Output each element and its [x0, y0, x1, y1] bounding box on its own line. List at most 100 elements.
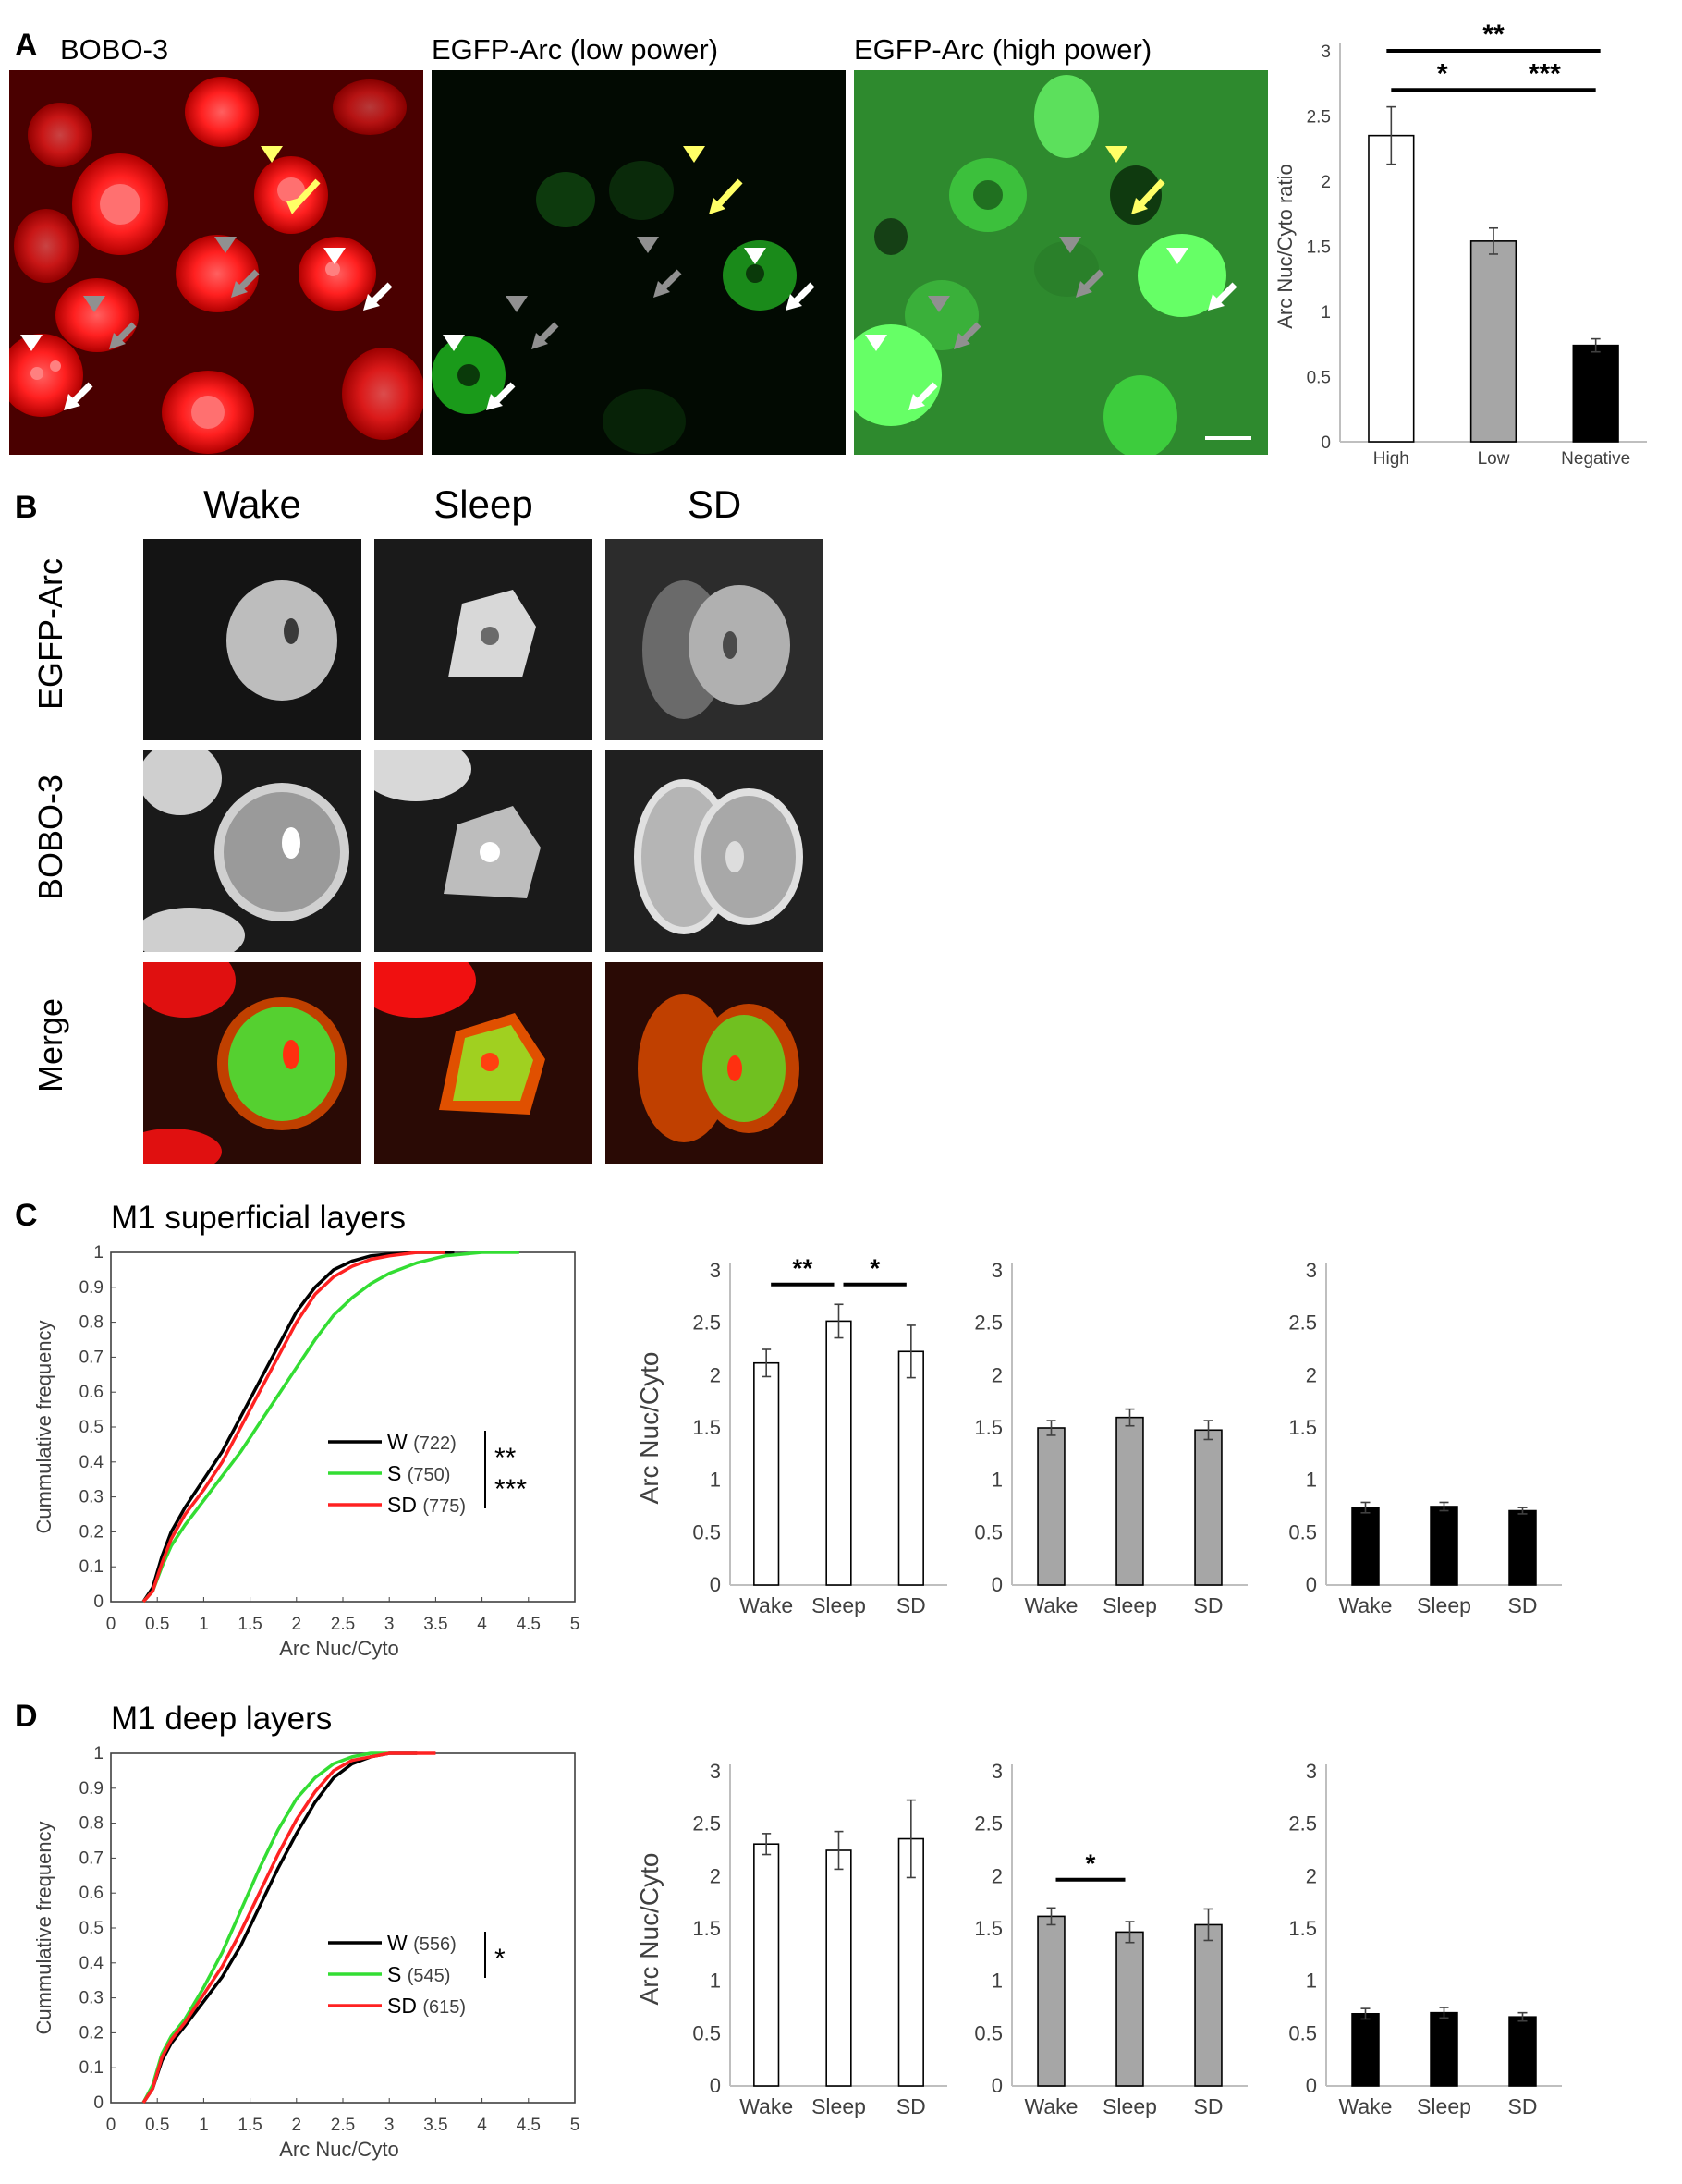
y-tick-label: 0.7	[79, 1348, 104, 1367]
x-tick-label: Wake	[1025, 1593, 1079, 1617]
x-tick-label: Wake	[1339, 1593, 1393, 1617]
y-tick-label: 0.1	[79, 2058, 104, 2078]
y-tick-label: 2.5	[1288, 1312, 1317, 1335]
y-tick-label: 0	[1306, 2074, 1317, 2097]
panel-title-c: M1 superficial layers	[111, 1200, 406, 1236]
bar-high	[1368, 134, 1415, 443]
y-tick-label: 0.5	[692, 2021, 721, 2044]
x-tick-label: Sleep	[1417, 1593, 1471, 1617]
significance-label: *	[870, 1254, 880, 1283]
y-tick-label: 2	[710, 1363, 721, 1386]
x-tick-label: SD	[1508, 1593, 1538, 1617]
y-tick-label: 0.9	[79, 1278, 104, 1298]
bar-sd	[1508, 1509, 1537, 1586]
y-tick-label: 0.2	[79, 2023, 104, 2043]
chart-d-bar-low: 0 0.5 1 1.5 2 2.5 3 Wake Sleep SD *	[952, 1735, 1271, 2160]
bar-sleep	[825, 1320, 852, 1586]
y-tick-label: 1.5	[974, 1917, 1003, 1940]
micrograph-sleep-merge	[374, 962, 592, 1164]
y-tick-label: 1.5	[974, 1416, 1003, 1439]
significance-label: *	[1437, 58, 1448, 89]
chart-c-cdf: 0 0.5 1 1.5 2 2.5 3 3.5 4 4.5 5 0 0.1 0.2 0.3 0.4 0.5 0.6…	[0, 1234, 591, 1678]
micrograph-wake-bobo3	[143, 750, 361, 952]
y-tick-label: 0	[93, 1592, 104, 1612]
series-line-w	[141, 1251, 455, 1603]
row-head-merge: Merge	[31, 997, 69, 1093]
y-tick-label: 0.6	[79, 1383, 104, 1402]
chart-d-cdf: 0 0.5 1 1.5 2 2.5 3 3.5 4 4.5 5 0 0.1 0.2 0.3 0.4 0.5 0.6…	[0, 1735, 591, 2178]
x-tick-label: 1.5	[238, 1615, 262, 1634]
x-axis-label: Arc Nuc/Cyto	[279, 2138, 399, 2161]
y-tick-label: 0.7	[79, 1848, 104, 1868]
legend-label: W (722)	[387, 1430, 457, 1454]
series-line-sd	[141, 1751, 436, 2104]
y-tick-label: 0.3	[79, 1989, 104, 2008]
bar-wake	[1037, 1915, 1066, 2087]
panel-label-a: A	[15, 28, 38, 63]
x-tick-label: 3	[384, 1615, 395, 1634]
y-tick-label: 1	[992, 1469, 1003, 1492]
x-tick-label: Sleep	[1417, 2094, 1471, 2118]
significance-label: *	[494, 1944, 506, 1974]
y-tick-label: 0	[710, 2074, 721, 2097]
y-tick-label: 3	[992, 1760, 1003, 1783]
micrograph-sd-merge	[605, 962, 823, 1164]
y-tick-label: 3	[992, 1259, 1003, 1282]
y-tick-label: 1	[1321, 303, 1331, 323]
x-tick-label: SD	[1194, 1593, 1224, 1617]
y-axis-label: Arc Nuc/Cyto	[635, 1853, 664, 2006]
micrograph-sd-bobo3	[605, 750, 823, 952]
y-tick-label: 1	[1306, 1970, 1317, 1993]
y-tick-label: 0.6	[79, 1884, 104, 1903]
x-tick-label: SD	[896, 2094, 926, 2118]
y-tick-label: 0.5	[974, 2021, 1003, 2044]
y-tick-label: 0	[1321, 433, 1331, 453]
significance-label: ***	[494, 1474, 527, 1505]
micrograph-wake-egfp	[143, 539, 361, 740]
y-tick-label: 2.5	[974, 1812, 1003, 1836]
legend-label: S (750)	[387, 1461, 450, 1485]
y-tick-label: 0.5	[1288, 1520, 1317, 1543]
legend-label: S (545)	[387, 1962, 450, 1986]
bar-sd	[897, 1837, 924, 2087]
y-tick-label: 0.8	[79, 1814, 104, 1834]
x-axis-label: Arc Nuc/Cyto	[279, 1637, 399, 1660]
bar-chart-svg: 0 0.5 1 1.5 2 2.5 3 Wake Sleep SD	[1288, 1760, 1562, 2118]
y-tick-label: 0.2	[79, 1522, 104, 1542]
y-tick-label: 0	[93, 2093, 104, 2113]
y-tick-label: 0.4	[79, 1453, 104, 1472]
legend-label: SD (775)	[387, 1493, 466, 1517]
x-tick-label: Negative	[1561, 449, 1630, 469]
x-tick-label: 2.5	[331, 1615, 355, 1634]
x-tick-label: SD	[1508, 2094, 1538, 2118]
y-tick-label: 1	[710, 1970, 721, 1993]
significance-label: ***	[1529, 58, 1561, 89]
legend-label: SD (615)	[387, 1994, 466, 2018]
x-tick-label: 0	[106, 1615, 116, 1634]
y-tick-label: 0.5	[79, 1418, 104, 1437]
y-tick-label: 1.5	[1288, 1416, 1317, 1439]
x-tick-label: Low	[1478, 449, 1510, 469]
y-tick-label: 1	[93, 1744, 104, 1763]
y-tick-label: 1	[710, 1469, 721, 1492]
cdf-chart-svg: 0 0.5 1 1.5 2 2.5 3 3.5 4 4.5 5 0 0.1 0.2 0.3 0.4 0.5 0.6…	[32, 1243, 579, 1660]
chart-d-bar-neg: 0 0.5 1 1.5 2 2.5 3 Wake Sleep SD	[1266, 1735, 1585, 2160]
series-line-s	[141, 1251, 519, 1604]
x-tick-label: SD	[896, 1593, 926, 1617]
bar-sd	[1194, 1429, 1223, 1586]
y-tick-label: 0.5	[1307, 369, 1331, 388]
y-tick-label: 3	[710, 1259, 721, 1282]
x-tick-label: 4	[477, 1615, 487, 1634]
y-tick-label: 1	[1306, 1469, 1317, 1492]
x-tick-label: Sleep	[1103, 1593, 1157, 1617]
bar-wake	[753, 1361, 780, 1586]
bar-negative	[1572, 344, 1619, 443]
y-tick-label: 1	[992, 1970, 1003, 1993]
x-tick-label: Wake	[739, 2094, 793, 2118]
y-tick-label: 1.5	[692, 1416, 721, 1439]
x-tick-label: 0.5	[145, 1615, 169, 1634]
x-tick-label: Wake	[1339, 2094, 1393, 2118]
y-tick-label: 2	[992, 1363, 1003, 1386]
chart-c-bar-low: 0 0.5 1 1.5 2 2.5 3 Wake Sleep SD	[952, 1234, 1271, 1659]
plot-frame	[110, 1752, 576, 2104]
